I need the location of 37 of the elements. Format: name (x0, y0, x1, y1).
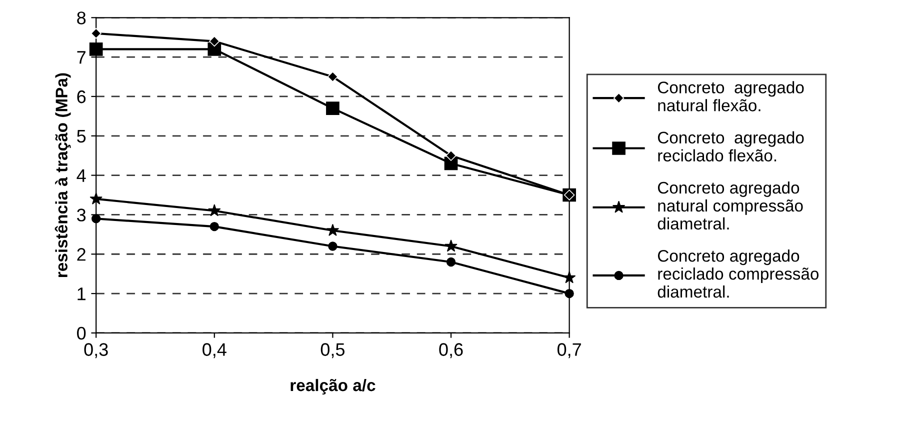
point (208, 204, 221, 216)
x-tick-label: 0,3 (84, 343, 108, 358)
y-tick-label: 6 (77, 90, 86, 104)
point (90, 192, 102, 204)
point (446, 150, 456, 161)
point (446, 257, 456, 267)
point (326, 224, 340, 236)
point (444, 240, 458, 252)
x-tick-label: 0,4 (202, 343, 226, 358)
point (328, 242, 338, 251)
y-tick-label: 8 (77, 12, 86, 24)
y-tick-label: 5 (77, 130, 86, 143)
point (90, 28, 102, 39)
legend-label: Concreto agregado natural compressão diametral. (658, 181, 803, 230)
y-axis-title: resistência à tração (MPa) (54, 73, 71, 278)
y-tick-label: 2 (77, 248, 86, 261)
y-tick-label: 7 (77, 51, 86, 64)
y-tick-label: 4 (76, 169, 86, 182)
x-tick-label: 0,5 (320, 343, 345, 358)
point (562, 271, 576, 284)
x-tick-label: 0,6 (439, 343, 463, 358)
y-tick-label: 0 (77, 326, 86, 340)
point (209, 36, 220, 47)
point (327, 71, 338, 82)
legend-label: Concreto agregado reciclado flexão. (658, 131, 804, 162)
legend-label: Concreto agregado natural flexão. (658, 81, 804, 112)
point (210, 222, 219, 232)
point (564, 288, 574, 298)
x-tick-label: 0,7 (557, 343, 581, 358)
point (326, 102, 340, 115)
y-tick-label: 1 (78, 288, 86, 300)
legend-label: Concreto agregado reciclado compressão diametral. (658, 250, 819, 298)
y-tick-label: 3 (77, 208, 86, 222)
point (208, 42, 222, 56)
point (89, 42, 103, 56)
x-axis-title: realção a/c (290, 378, 376, 394)
point (92, 214, 101, 224)
